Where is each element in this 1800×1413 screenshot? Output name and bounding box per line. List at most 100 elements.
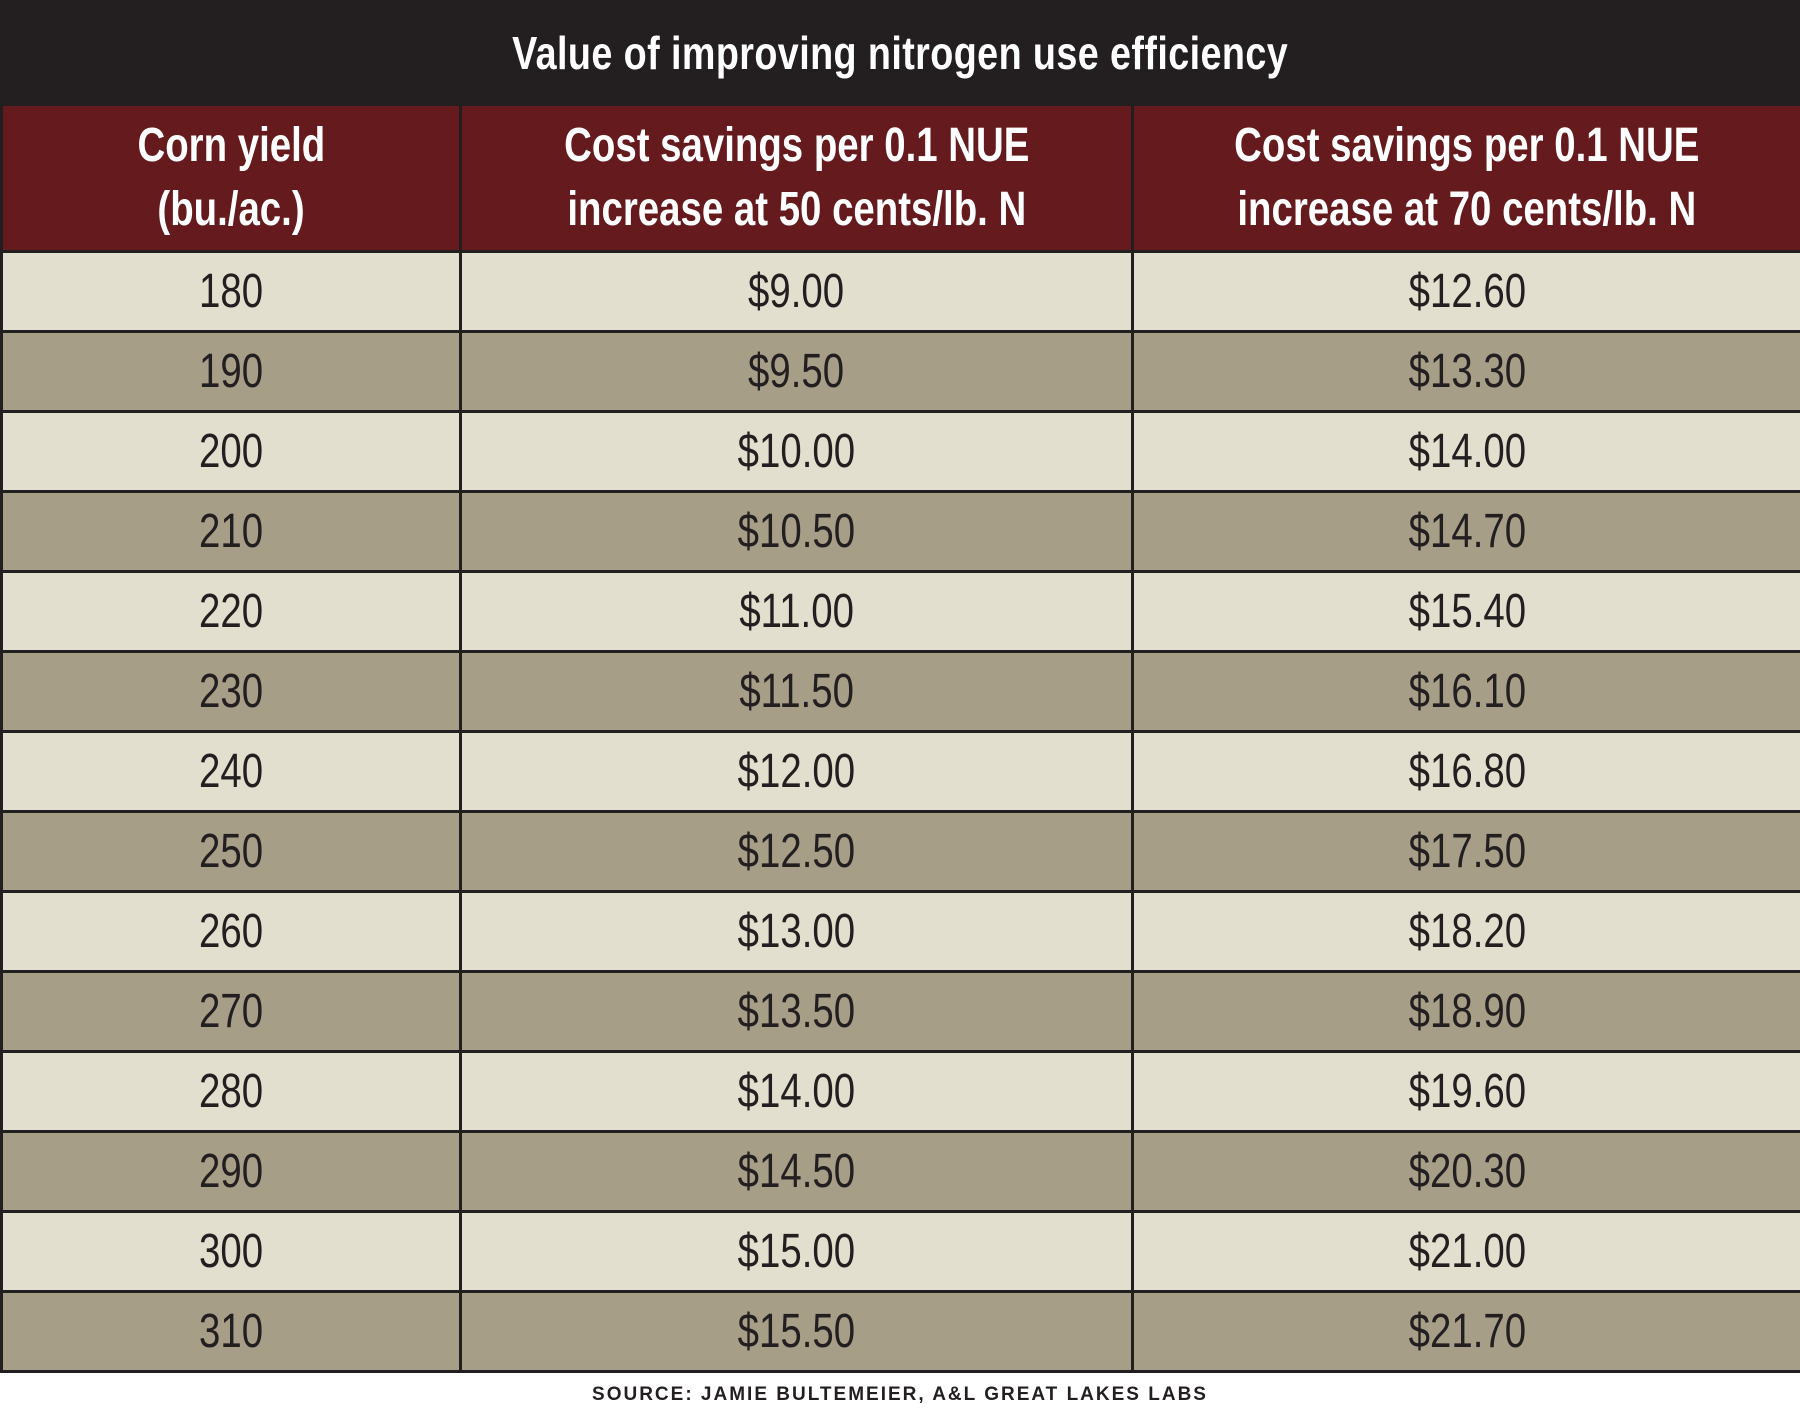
cell-corn-yield: 250 <box>0 810 462 893</box>
cell-value: $20.30 <box>1408 1145 1526 1198</box>
cell-savings-70-cents: $19.60 <box>1131 1050 1800 1133</box>
cell-savings-70-cents: $21.70 <box>1131 1290 1800 1373</box>
header-line: increase at 50 cents/lb. N <box>567 183 1026 236</box>
cell-value: 220 <box>198 585 264 638</box>
table-row: 290 $14.50 $20.30 <box>0 1130 1800 1213</box>
table-row: 310 $15.50 $21.70 <box>0 1290 1800 1373</box>
cell-value: $13.50 <box>737 985 856 1038</box>
table-row: 240 $12.00 $16.80 <box>0 730 1800 813</box>
header-savings-70-cents: Cost savings per 0.1 NUE increase at 70 … <box>1131 106 1800 253</box>
cell-value: 280 <box>198 1065 264 1118</box>
cell-savings-50-cents: $10.50 <box>459 490 1134 573</box>
nue-value-table: Corn yield (bu./ac.) Cost savings per 0.… <box>0 106 1800 1373</box>
header-line: Corn yield <box>137 119 325 172</box>
table-row: 190 $9.50 $13.30 <box>0 330 1800 413</box>
cell-savings-50-cents: $12.50 <box>459 810 1134 893</box>
cell-value: $11.00 <box>739 585 854 638</box>
table-row: 260 $13.00 $18.20 <box>0 890 1800 973</box>
header-row: Corn yield (bu./ac.) Cost savings per 0.… <box>0 106 1800 253</box>
table-row: 220 $11.00 $15.40 <box>0 570 1800 653</box>
header-line: Cost savings per 0.1 NUE <box>1234 119 1700 172</box>
cell-value: $14.50 <box>737 1145 856 1198</box>
cell-corn-yield: 230 <box>0 650 462 733</box>
cell-savings-50-cents: $12.00 <box>459 730 1134 813</box>
cell-value: $17.50 <box>1408 825 1526 878</box>
cell-value: $10.50 <box>737 505 856 558</box>
header-line: increase at 70 cents/lb. N <box>1237 183 1697 236</box>
cell-value: $9.00 <box>748 265 845 318</box>
header-savings-50-cents: Cost savings per 0.1 NUE increase at 50 … <box>459 106 1134 253</box>
cell-value: 290 <box>198 1145 264 1198</box>
cell-savings-70-cents: $16.10 <box>1131 650 1800 733</box>
header-line: (bu./ac.) <box>157 183 305 236</box>
table-title: Value of improving nitrogen use efficien… <box>512 27 1288 79</box>
cell-value: $12.50 <box>737 825 856 878</box>
cell-savings-70-cents: $20.30 <box>1131 1130 1800 1213</box>
cell-value: $18.90 <box>1408 985 1526 1038</box>
cell-corn-yield: 260 <box>0 890 462 973</box>
cell-savings-50-cents: $14.50 <box>459 1130 1134 1213</box>
cell-savings-50-cents: $13.50 <box>459 970 1134 1053</box>
table-title-bar: Value of improving nitrogen use efficien… <box>0 0 1800 106</box>
table-row: 270 $13.50 $18.90 <box>0 970 1800 1053</box>
cell-value: $13.30 <box>1408 345 1526 398</box>
cell-savings-70-cents: $18.90 <box>1131 970 1800 1053</box>
cell-value: $16.80 <box>1408 745 1526 798</box>
cell-value: $12.00 <box>737 745 856 798</box>
cell-corn-yield: 270 <box>0 970 462 1053</box>
cell-value: $13.00 <box>737 905 856 958</box>
table-row: 250 $12.50 $17.50 <box>0 810 1800 893</box>
cell-value: 250 <box>198 825 264 878</box>
cell-value: $15.40 <box>1408 585 1526 638</box>
cell-value: $12.60 <box>1408 265 1526 318</box>
cell-value: $14.00 <box>1408 425 1526 478</box>
cell-value: 190 <box>198 345 264 398</box>
cell-corn-yield: 220 <box>0 570 462 653</box>
cell-value: $9.50 <box>748 345 845 398</box>
table-row: 210 $10.50 $14.70 <box>0 490 1800 573</box>
cell-corn-yield: 300 <box>0 1210 462 1293</box>
cell-value: 260 <box>198 905 264 958</box>
cell-savings-50-cents: $15.50 <box>459 1290 1134 1373</box>
table-row: 180 $9.00 $12.60 <box>0 250 1800 333</box>
cell-corn-yield: 240 <box>0 730 462 813</box>
cell-corn-yield: 290 <box>0 1130 462 1213</box>
cell-value: $14.70 <box>1408 505 1526 558</box>
cell-value: 300 <box>198 1225 264 1278</box>
cell-savings-70-cents: $17.50 <box>1131 810 1800 893</box>
cell-value: 180 <box>198 265 264 318</box>
cell-savings-50-cents: $11.50 <box>459 650 1134 733</box>
cell-savings-70-cents: $12.60 <box>1131 250 1800 333</box>
cell-value: $21.70 <box>1408 1305 1526 1358</box>
table-row: 300 $15.00 $21.00 <box>0 1210 1800 1293</box>
cell-savings-50-cents: $14.00 <box>459 1050 1134 1133</box>
table-body: 180 $9.00 $12.60 190 $9.50 $13.30 200 $10.00 $14… <box>0 250 1800 1373</box>
table-row: 280 $14.00 $19.60 <box>0 1050 1800 1133</box>
header-line: Cost savings per 0.1 NUE <box>563 119 1030 172</box>
cell-savings-70-cents: $21.00 <box>1131 1210 1800 1293</box>
cell-savings-70-cents: $14.00 <box>1131 410 1800 493</box>
cell-value: $16.10 <box>1408 665 1526 718</box>
cell-savings-50-cents: $15.00 <box>459 1210 1134 1293</box>
cell-value: 210 <box>198 505 264 558</box>
cell-value: 230 <box>198 665 264 718</box>
cell-savings-70-cents: $14.70 <box>1131 490 1800 573</box>
table-row: 200 $10.00 $14.00 <box>0 410 1800 493</box>
cell-savings-50-cents: $9.00 <box>459 250 1134 333</box>
table-row: 230 $11.50 $16.10 <box>0 650 1800 733</box>
cell-value: $19.60 <box>1408 1065 1526 1118</box>
cell-savings-50-cents: $11.00 <box>459 570 1134 653</box>
cell-value: $10.00 <box>737 425 856 478</box>
cell-value: 270 <box>198 985 264 1038</box>
cell-value: $11.50 <box>739 665 854 718</box>
cell-corn-yield: 180 <box>0 250 462 333</box>
cell-value: 310 <box>198 1305 264 1358</box>
cell-value: 200 <box>198 425 264 478</box>
cell-value: $15.00 <box>737 1225 856 1278</box>
cell-corn-yield: 200 <box>0 410 462 493</box>
cell-savings-50-cents: $10.00 <box>459 410 1134 493</box>
cell-savings-70-cents: $18.20 <box>1131 890 1800 973</box>
cell-corn-yield: 280 <box>0 1050 462 1133</box>
cell-corn-yield: 210 <box>0 490 462 573</box>
cell-savings-70-cents: $16.80 <box>1131 730 1800 813</box>
